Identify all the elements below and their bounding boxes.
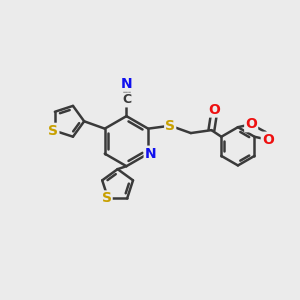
Text: S: S <box>48 124 59 138</box>
Text: N: N <box>121 77 132 91</box>
Text: N: N <box>145 147 156 161</box>
Text: O: O <box>245 117 257 131</box>
Text: C: C <box>122 93 131 106</box>
Text: S: S <box>165 119 175 133</box>
Text: O: O <box>262 133 274 147</box>
Text: S: S <box>102 191 112 206</box>
Text: O: O <box>208 103 220 116</box>
